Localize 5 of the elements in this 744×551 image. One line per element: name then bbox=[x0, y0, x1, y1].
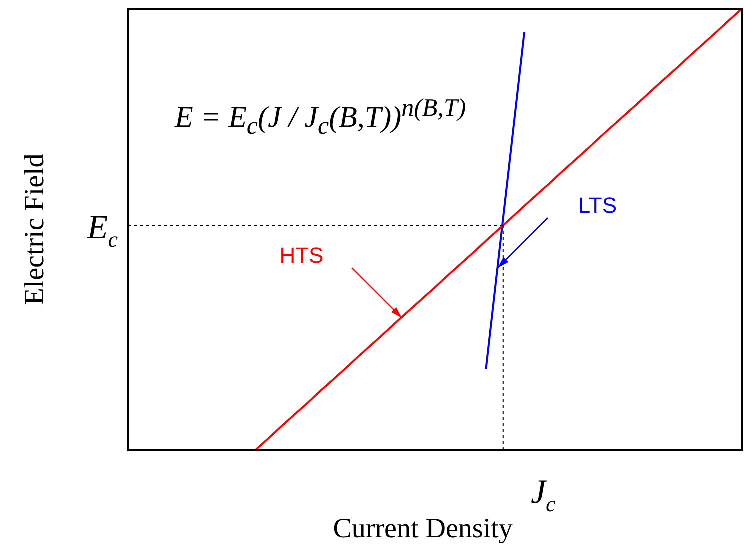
text: LTS bbox=[577, 192, 618, 220]
y-axis-title: Electric Field bbox=[19, 154, 50, 306]
text: HTS bbox=[278, 242, 325, 270]
x-axis-title: Current Density bbox=[333, 513, 513, 544]
annotation: E = E$_{c}$(J / J$_{c}$(B,T))$^{n(B,T)}$ bbox=[175, 95, 466, 141]
